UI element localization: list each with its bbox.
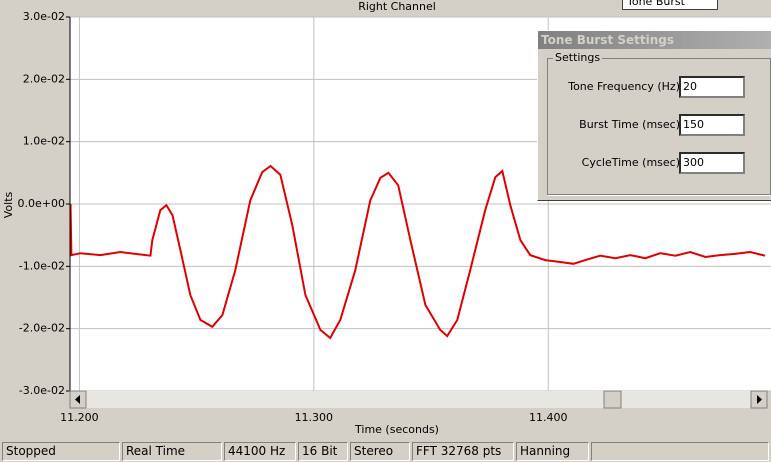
- arrow-icon: [757, 395, 762, 404]
- mode-combo[interactable]: Tone Burst: [622, 0, 718, 10]
- y-tick-label: 3.0e-02: [23, 10, 65, 23]
- field-label: CycleTime (msec): [581, 156, 680, 169]
- x-axis-label: Time (seconds): [354, 423, 439, 436]
- status-cell: 44100 Hz: [224, 442, 296, 461]
- settings-dialog: Tone Burst Settings Settings Tone Freque…: [537, 30, 771, 201]
- status-bar: Stopped Real Time 44100 Hz 16 Bit Stereo FFT …: [0, 441, 771, 462]
- field-row: CycleTime (msec) 300: [548, 152, 770, 174]
- waveform-line: [69, 164, 766, 340]
- y-axis-label: Volts: [2, 191, 15, 218]
- status-cell: Stereo: [350, 442, 410, 461]
- field-row: Tone Frequency (Hz) 20: [548, 76, 770, 98]
- text-input[interactable]: 300: [679, 152, 745, 174]
- status-cell: Stopped: [2, 442, 120, 461]
- y-tick-label: -2.0e-02: [19, 322, 65, 335]
- scrollbar[interactable]: [69, 390, 768, 409]
- text-input[interactable]: 20: [679, 76, 745, 98]
- arrow-icon: [75, 395, 80, 404]
- chart-title: Right Channel: [358, 0, 436, 13]
- scroll-thumb[interactable]: [603, 390, 622, 409]
- dialog-title: Tone Burst Settings: [538, 31, 771, 49]
- x-tick-label: 11.400: [529, 411, 568, 424]
- settings-group: Settings Tone Frequency (Hz) 20 Burst Time…: [547, 51, 771, 195]
- y-tick-label: 1.0e-02: [23, 135, 65, 148]
- group-label: Settings: [553, 51, 603, 64]
- field-label: Tone Frequency (Hz): [568, 80, 680, 93]
- status-cell: 16 Bit: [298, 442, 348, 461]
- y-tick-label: -3.0e-02: [19, 384, 65, 397]
- status-cell-empty: [591, 442, 769, 461]
- status-cell: Hanning: [516, 442, 589, 461]
- y-tick-label: 2.0e-02: [23, 72, 65, 85]
- status-cell: FFT 32768 pts: [412, 442, 514, 461]
- scroll-track[interactable]: [70, 391, 767, 408]
- text-input[interactable]: 150: [679, 114, 745, 136]
- y-tick-label: -1.0e-02: [19, 259, 65, 272]
- x-tick-label: 11.200: [60, 411, 99, 424]
- field-row: Burst Time (msec) 150: [548, 114, 770, 136]
- field-label: Burst Time (msec): [579, 118, 680, 131]
- y-tick-label: 0.0e+00: [18, 197, 65, 210]
- status-cell: Real Time: [122, 442, 222, 461]
- x-tick-label: 11.300: [295, 411, 334, 424]
